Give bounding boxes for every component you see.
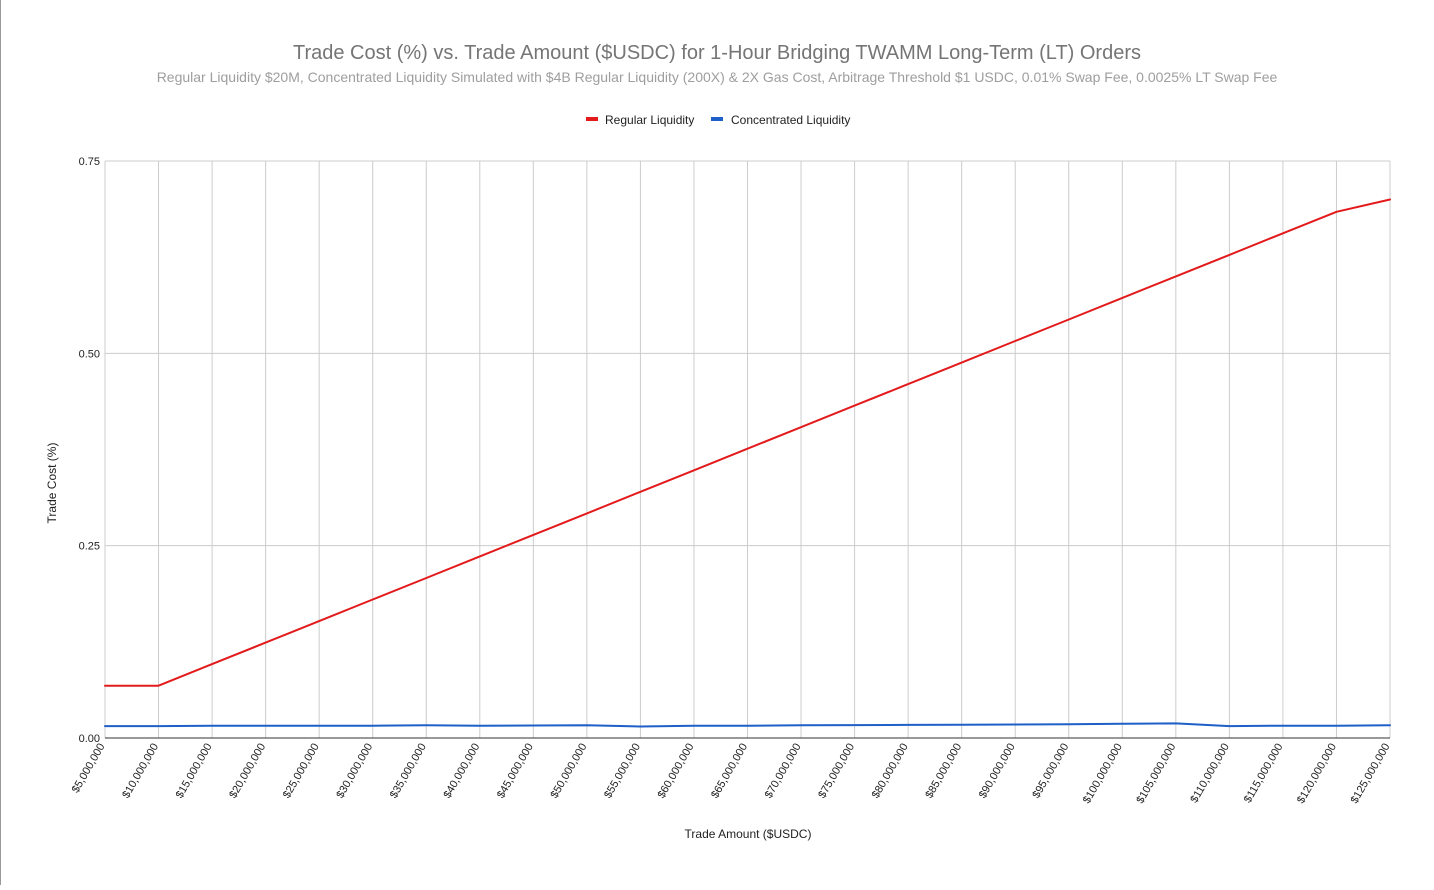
- x-tick-label: $120,000,000: [1295, 742, 1339, 806]
- x-tick-label: $110,000,000: [1188, 742, 1232, 806]
- x-axis-title: Trade Amount ($USDC): [685, 827, 812, 841]
- x-tick-label: $115,000,000: [1242, 742, 1286, 806]
- x-tick-label: $35,000,000: [388, 742, 429, 801]
- x-tick-label: $25,000,000: [281, 742, 322, 801]
- legend-swatch-regular: [586, 117, 598, 121]
- x-tick-label: $30,000,000: [334, 742, 375, 801]
- x-tick-label: $80,000,000: [870, 742, 911, 801]
- x-tick-label: $75,000,000: [816, 742, 857, 801]
- x-tick-label: $60,000,000: [656, 742, 697, 801]
- legend-label-concentrated: Concentrated Liquidity: [731, 113, 850, 127]
- x-tick-label: $10,000,000: [120, 742, 161, 801]
- x-tick-label: $50,000,000: [548, 742, 589, 801]
- x-tick-label: $100,000,000: [1081, 742, 1125, 806]
- series-line-regular-liquidity: [104, 198, 1391, 687]
- y-axis-ticks: 0.00 0.25 0.50 0.75: [79, 156, 100, 745]
- x-tick-label: $55,000,000: [602, 742, 643, 801]
- x-tick-label: $15,000,000: [174, 742, 215, 801]
- chart-subtitle: Regular Liquidity $20M, Concentrated Liq…: [157, 69, 1278, 85]
- x-tick-label: $40,000,000: [441, 742, 482, 801]
- x-tick-label: $125,000,000: [1349, 742, 1393, 806]
- chart-legend: Regular Liquidity Concentrated Liquidity: [586, 113, 850, 127]
- x-tick-label: $20,000,000: [227, 742, 268, 801]
- series-line-concentrated-liquidity: [104, 722, 1391, 728]
- x-tick-label: $45,000,000: [495, 742, 536, 801]
- x-tick-label: $85,000,000: [923, 742, 964, 801]
- series-lines: [104, 198, 1391, 728]
- legend-label-regular: Regular Liquidity: [605, 113, 694, 127]
- x-tick-label: $95,000,000: [1030, 742, 1071, 801]
- y-tick-label: 0.50: [79, 348, 100, 360]
- y-tick-label: 0.00: [79, 733, 100, 745]
- legend-swatch-concentrated: [711, 117, 723, 121]
- x-tick-label: $70,000,000: [763, 742, 804, 801]
- y-axis-title: Trade Cost (%): [45, 443, 59, 524]
- y-tick-label: 0.75: [79, 156, 100, 168]
- x-tick-label: $65,000,000: [709, 742, 750, 801]
- x-tick-label: $5,000,000: [70, 742, 108, 796]
- y-tick-label: 0.25: [79, 541, 100, 553]
- x-tick-label: $105,000,000: [1134, 742, 1178, 806]
- chart-title: Trade Cost (%) vs. Trade Amount ($USDC) …: [293, 42, 1141, 64]
- x-axis-ticks: $5,000,000 $10,000,000 $15,000,000 $20,000,…: [70, 741, 1393, 805]
- x-tick-label: $90,000,000: [977, 741, 1018, 800]
